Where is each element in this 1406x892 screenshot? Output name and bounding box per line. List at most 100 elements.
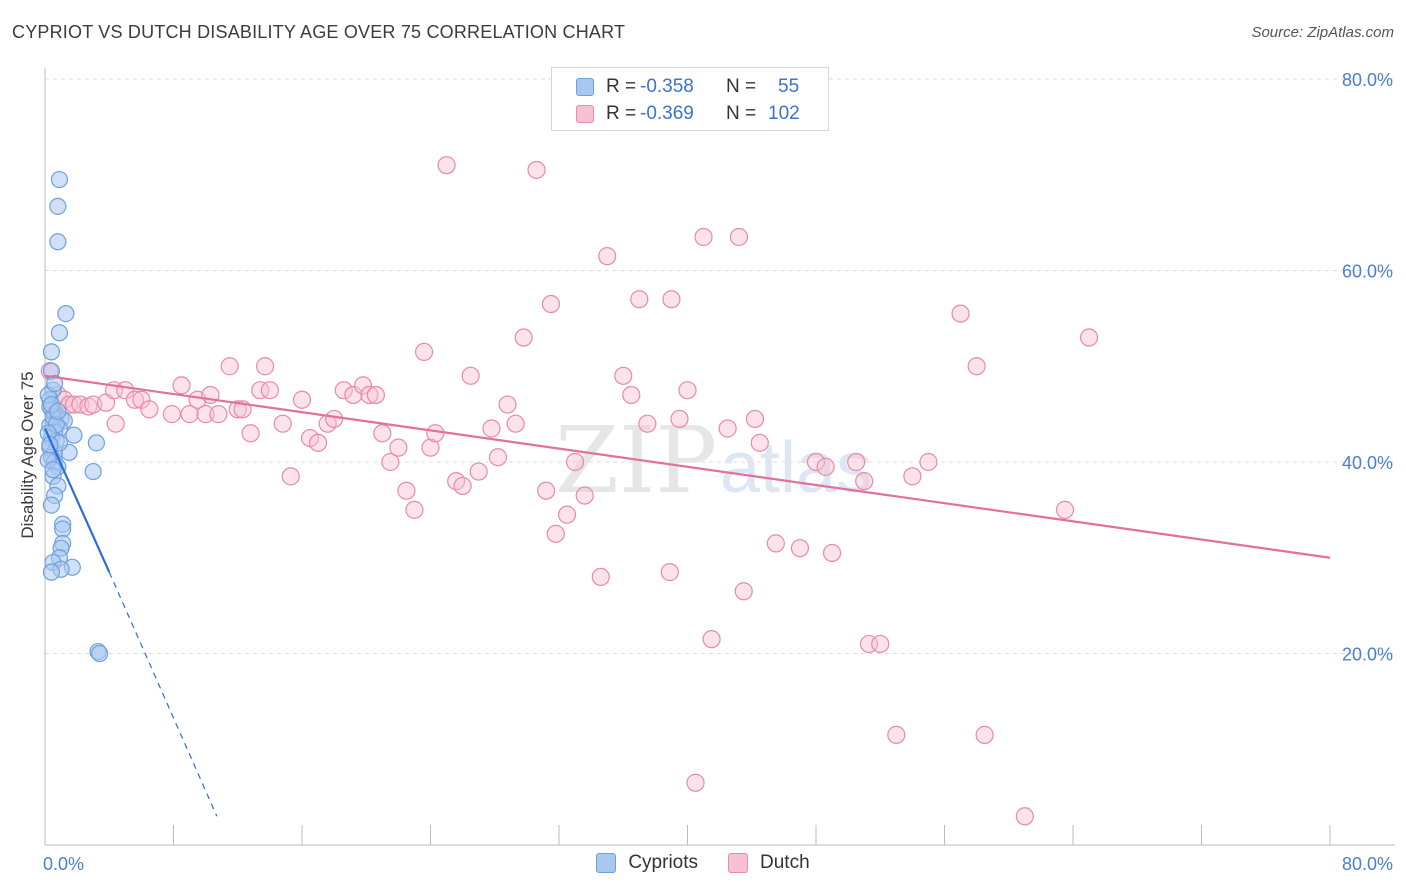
data-point-dutch (125, 390, 145, 409)
data-point-dutch (414, 342, 434, 361)
y-tick-label: 60.0% (1342, 262, 1393, 282)
data-point-dutch (750, 433, 769, 452)
series-legend-cypriots[interactable]: Cypriots (596, 852, 698, 874)
data-point-dutch (209, 405, 228, 424)
data-point-dutch (565, 452, 585, 472)
data-point-dutch (614, 366, 633, 385)
data-point-dutch (546, 524, 565, 543)
data-point-cypriots (46, 374, 64, 393)
data-point-dutch (967, 357, 986, 376)
data-point-cypriots (49, 402, 67, 420)
data-point-dutch (766, 534, 785, 553)
legend-r-value: -0.358 (640, 76, 694, 97)
data-point-dutch (389, 438, 408, 457)
series-legend: Cypriots Dutch (0, 852, 1406, 874)
data-point-dutch (541, 294, 561, 314)
data-point-dutch (397, 481, 416, 500)
data-point-dutch (660, 563, 679, 582)
data-point-dutch (951, 304, 970, 323)
data-point-dutch (220, 357, 239, 376)
trend-lines (43, 374, 1331, 817)
data-point-dutch (871, 634, 890, 654)
trend-extension-cypriots (108, 571, 218, 817)
trend-line-dutch (44, 374, 1331, 559)
data-point-dutch (64, 395, 84, 414)
series-swatch-dutch (728, 853, 749, 873)
data-point-dutch (729, 227, 749, 247)
data-point-dutch (437, 156, 456, 175)
x-tick-label: 0.0% (43, 854, 84, 874)
data-point-dutch (228, 400, 247, 419)
data-point-dutch (281, 467, 300, 486)
data-point-cypriots (42, 563, 61, 581)
watermark: ZIPatlas (555, 407, 872, 514)
data-point-dutch (678, 381, 697, 400)
data-point-dutch (887, 725, 906, 744)
data-point-cypriots (54, 520, 72, 538)
data-point-dutch (670, 409, 689, 429)
data-point-cypriots (91, 644, 109, 663)
data-point-dutch (575, 486, 594, 505)
legend-n-value: 55 (778, 76, 800, 97)
data-point-dutch (196, 405, 215, 424)
data-point-dutch (816, 457, 835, 476)
data-point-dutch (975, 725, 994, 744)
data-point-dutch (591, 567, 610, 587)
data-point-dutch (140, 400, 159, 419)
data-point-dutch (622, 385, 641, 405)
correlation-legend: R = -0.358 N = 55 R = -0.369 N = 102 (551, 67, 829, 131)
series-label-cypriots: Cypriots (628, 852, 699, 873)
data-point-dutch (461, 366, 480, 385)
data-point-dutch (106, 414, 125, 433)
tick-labels: 20.0% 40.0% 60.0% 80.0% 0.0% 80.0% (43, 70, 1393, 874)
series-legend-dutch[interactable]: Dutch (728, 852, 810, 874)
data-point-dutch (180, 405, 199, 424)
y-axis-label: Disability Age Over 75 (18, 371, 37, 538)
data-point-dutch (1055, 500, 1075, 519)
data-point-dutch (308, 433, 328, 452)
data-point-dutch (366, 385, 385, 405)
data-point-dutch (353, 376, 373, 395)
data-point-dutch (162, 405, 181, 424)
data-point-dutch (334, 381, 353, 400)
data-point-dutch (1079, 328, 1099, 347)
data-point-dutch (514, 328, 533, 347)
data-point-dutch (251, 381, 270, 400)
data-point-cypriots (87, 434, 106, 452)
data-point-dutch (241, 424, 260, 443)
data-points (39, 156, 1099, 826)
data-point-cypriots (42, 343, 61, 361)
data-point-dutch (292, 390, 312, 409)
data-point-dutch (903, 467, 922, 486)
series-label-dutch: Dutch (760, 852, 810, 873)
data-point-dutch (734, 582, 753, 601)
data-point-cypriots (50, 324, 69, 342)
data-point-cypriots (65, 426, 83, 444)
data-point-dutch (598, 247, 617, 266)
legend-n-value: 102 (768, 103, 800, 124)
source-label: Source: ZipAtlas.com (1251, 24, 1394, 41)
data-point-dutch (421, 438, 440, 457)
data-point-dutch (537, 481, 556, 500)
data-point-cypriots (50, 170, 69, 189)
data-point-dutch (855, 472, 874, 491)
data-point-cypriots (42, 496, 61, 514)
legend-row-dutch: R = -0.369 N = 102 (576, 102, 800, 126)
data-point-dutch (172, 376, 191, 395)
data-point-cypriots (84, 462, 102, 481)
legend-n-label: N = (726, 103, 757, 124)
data-point-dutch (694, 227, 713, 247)
data-point-dutch (344, 385, 363, 405)
data-point-dutch (847, 452, 866, 472)
data-point-cypriots (44, 461, 62, 479)
data-point-dutch (498, 395, 517, 414)
data-point-dutch (662, 290, 681, 309)
y-tick-label: 20.0% (1342, 645, 1393, 665)
data-point-cypriots (57, 304, 75, 323)
data-point-dutch (745, 409, 765, 429)
data-point-dutch (557, 505, 577, 524)
legend-swatch-dutch (576, 105, 594, 123)
data-point-dutch (527, 160, 546, 180)
data-point-cypriots (49, 197, 67, 215)
